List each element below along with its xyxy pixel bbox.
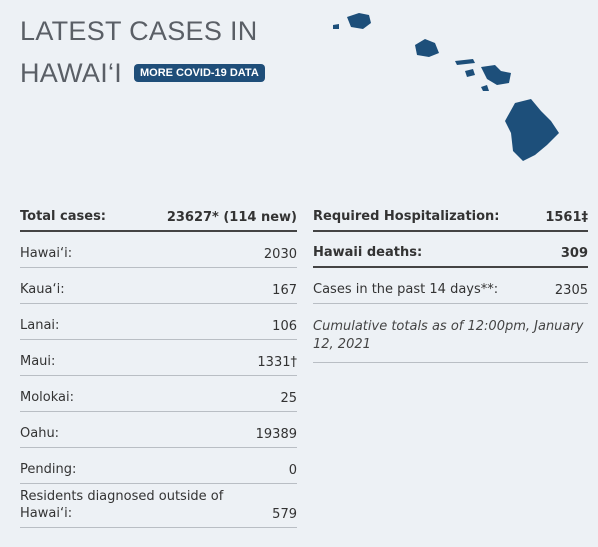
stat-row: Hawai‘i: 2030	[20, 232, 297, 268]
stat-row: Hawaii deaths: 309	[313, 232, 588, 268]
stat-label: Total cases:	[20, 209, 107, 224]
left-column: Total cases: 23627* (114 new) Hawai‘i: 2030…	[20, 196, 297, 528]
stat-row: Maui: 1331†	[20, 340, 297, 376]
stat-label: Oahu:	[20, 426, 60, 441]
stat-row: Required Hospitalization: 1561‡	[313, 196, 588, 232]
note: Cumulative totals as of 12:00pm, January…	[313, 304, 588, 363]
islands-map	[333, 13, 559, 161]
stat-row: Pending: 0	[20, 448, 297, 484]
stat-label: Residents diagnosed outside of Hawai‘i:	[20, 489, 224, 521]
more-data-button[interactable]: MORE COVID-19 DATA	[134, 64, 265, 82]
stat-row: Molokai: 25	[20, 376, 297, 412]
title: LATEST CASES IN	[20, 16, 258, 46]
stat-value: 309	[560, 246, 588, 261]
right-column: Required Hospitalization: 1561‡ Hawaii dea…	[313, 196, 588, 363]
stat-value: 2305	[554, 283, 588, 298]
stat-value: 106	[272, 319, 297, 334]
stat-label: Lanai:	[20, 318, 60, 333]
stat-row: Total cases: 23627* (114 new)	[20, 196, 297, 232]
stat-value: 25	[280, 391, 297, 406]
stat-label: Molokai:	[20, 390, 74, 405]
stat-value: 2030	[263, 247, 297, 262]
stat-value: 1561‡	[545, 210, 588, 225]
stat-row: Lanai: 106	[20, 304, 297, 340]
stat-row: Oahu: 19389	[20, 412, 297, 448]
stat-value: 579	[272, 507, 297, 522]
stat-label: Maui:	[20, 354, 56, 369]
stat-label: Required Hospitalization:	[313, 209, 500, 224]
stat-label: Kaua‘i:	[20, 282, 65, 297]
stat-label: Cases in the past 14 days**:	[313, 282, 499, 297]
stat-value: 1331†	[257, 355, 297, 370]
title: HAWAI‘I	[20, 58, 123, 88]
stat-label: Hawaii deaths:	[313, 245, 423, 260]
stat-row: Cases in the past 14 days**: 2305	[313, 268, 588, 304]
stat-value: 23627* (114 new)	[166, 210, 297, 225]
stat-row: Kaua‘i: 167	[20, 268, 297, 304]
stat-row: Residents diagnosed outside of Hawai‘i: 5…	[20, 484, 297, 528]
stat-value: 19389	[255, 427, 297, 442]
stat-value: 0	[288, 463, 297, 478]
stat-value: 167	[272, 283, 297, 298]
stat-label: Hawai‘i:	[20, 246, 73, 261]
stat-label: Pending:	[20, 462, 77, 477]
